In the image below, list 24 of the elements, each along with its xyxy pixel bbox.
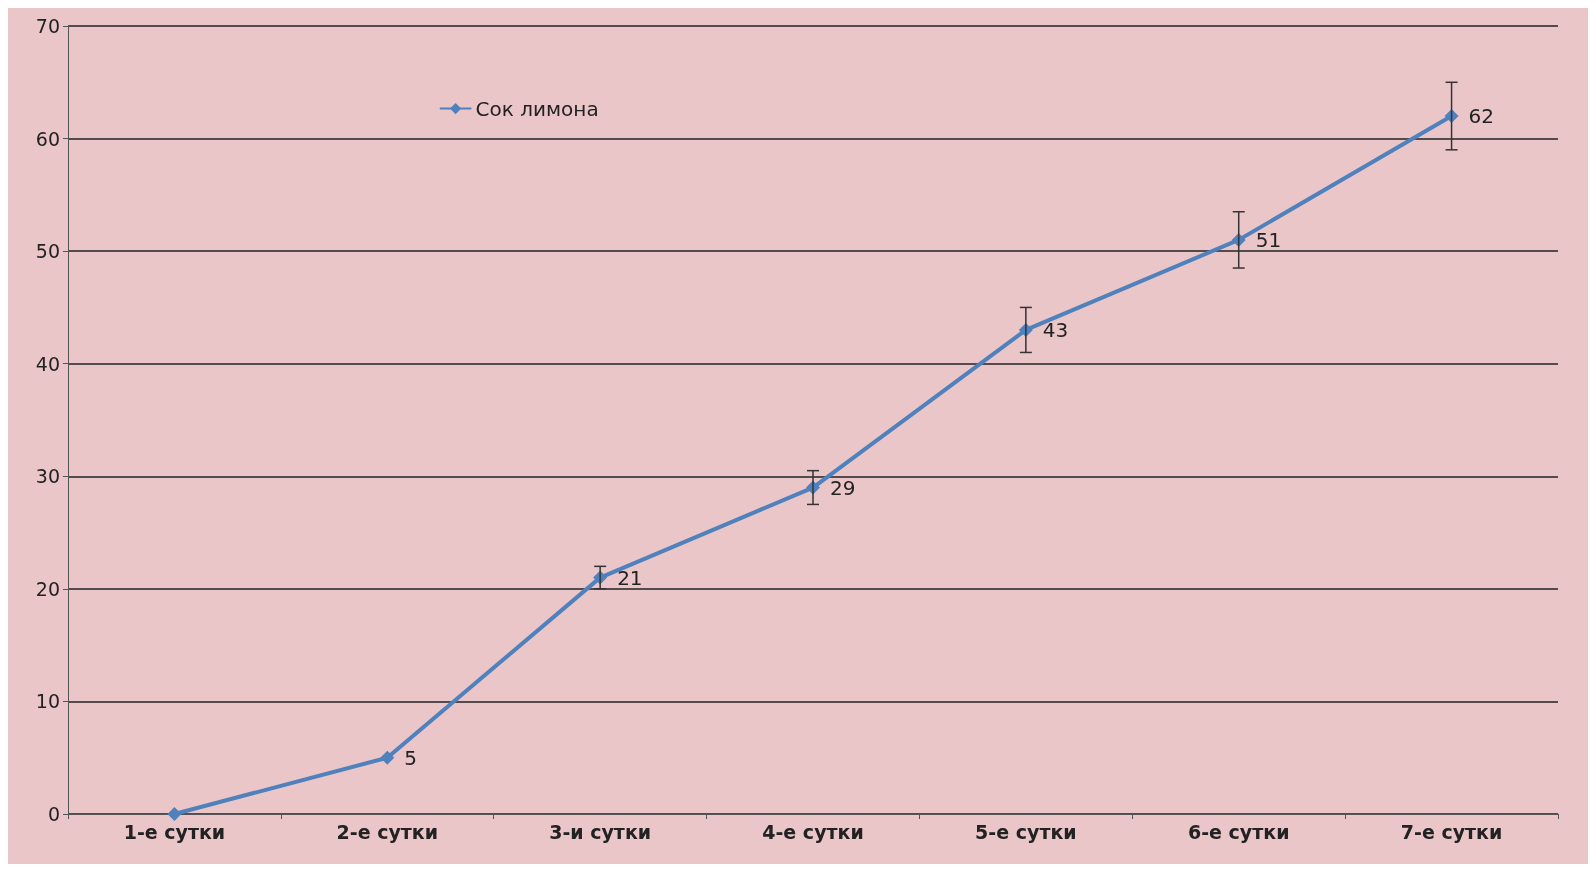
- x-tick-label: 3-и сутки: [549, 820, 652, 843]
- x-tick-label: 7-е сутки: [1400, 820, 1503, 843]
- y-tick-label: 40: [35, 352, 60, 375]
- y-tick-label: 20: [35, 577, 60, 600]
- data-label: 51: [1255, 227, 1282, 252]
- data-label: 29: [830, 475, 856, 500]
- x-tick-label: 5-е сутки: [975, 820, 1077, 843]
- data-label: 62: [1468, 104, 1495, 129]
- x-tick-label: 6-е сутки: [1187, 820, 1290, 843]
- point: [380, 750, 395, 765]
- x-tick-label: 2-е сутки: [336, 820, 439, 843]
- y-tick-label: 30: [35, 465, 60, 488]
- x-tick-label: 4-е сутки: [762, 820, 864, 843]
- y-tick-label: 0: [47, 803, 60, 825]
- legend-label: Сок лимона: [475, 96, 599, 121]
- data-label: 21: [617, 565, 643, 590]
- y-tick-label: 60: [35, 127, 60, 150]
- x-tick-label: 1-е сутки: [123, 820, 226, 843]
- y-tick-label: 70: [35, 15, 60, 37]
- y-tick-label: 10: [35, 690, 60, 713]
- data-label: 43: [1042, 317, 1069, 342]
- data-label: 5: [404, 745, 418, 770]
- point: [167, 807, 182, 821]
- y-tick-label: 50: [35, 240, 60, 263]
